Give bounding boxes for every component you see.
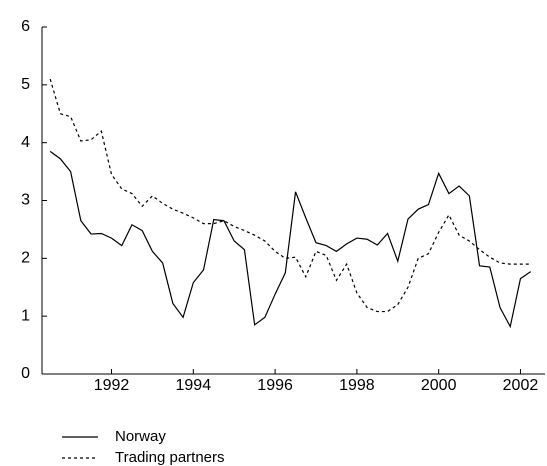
x-tick-label: 1996 bbox=[257, 377, 293, 394]
line-series bbox=[49, 150, 532, 329]
y-tick-label: 5 bbox=[21, 76, 30, 93]
x-tick-label: 1994 bbox=[176, 377, 212, 394]
legend-label: Trading partners bbox=[115, 449, 225, 466]
x-tick-label: 2002 bbox=[503, 377, 539, 394]
y-tick-label: 3 bbox=[21, 192, 30, 209]
axes: 0 1 2 3 4 5 6 1992 1994 1996 1998 2000 2002 bbox=[21, 18, 545, 394]
line-series bbox=[49, 78, 531, 313]
legend-label: Norway bbox=[115, 428, 166, 445]
x-tick-label: 1992 bbox=[94, 377, 130, 394]
y-tick-label: 1 bbox=[21, 307, 30, 324]
x-tick-label: 1998 bbox=[339, 377, 375, 394]
y-tick-label: 2 bbox=[21, 250, 30, 267]
y-tick-label: 4 bbox=[21, 134, 30, 151]
plot-area bbox=[49, 78, 532, 329]
y-tick-label: 0 bbox=[21, 365, 30, 382]
y-tick-label: 6 bbox=[21, 18, 30, 35]
legend: Norway Trading partners bbox=[62, 428, 225, 466]
x-tick-label: 2000 bbox=[421, 377, 457, 394]
